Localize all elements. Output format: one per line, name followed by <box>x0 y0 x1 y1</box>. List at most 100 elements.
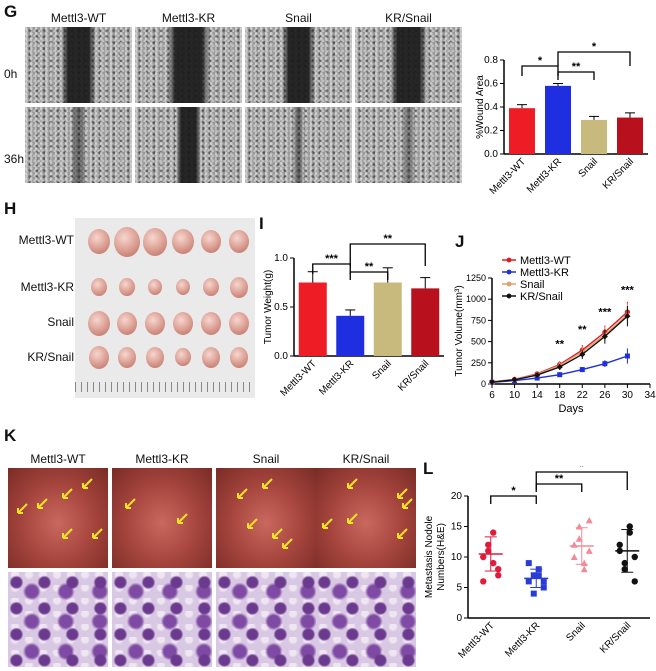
y-tick-label: 10 <box>451 552 463 563</box>
panel-label-i: I <box>259 214 264 233</box>
y-tick-label: 1250 <box>466 273 486 283</box>
x-tick-label: 6 <box>489 390 495 401</box>
bar <box>298 282 327 356</box>
arrow-icon <box>62 528 73 539</box>
arrow-icon <box>272 528 283 539</box>
x-tick-label: 26 <box>599 390 611 401</box>
data-point <box>540 584 547 591</box>
data-point <box>489 379 495 386</box>
y-axis-label: %Wound Area <box>475 75 486 139</box>
data-point <box>570 541 578 548</box>
arrow-icon <box>402 498 413 509</box>
data-point <box>490 559 497 567</box>
tumor-specimen <box>145 312 165 335</box>
category-label: Mettl3-WT <box>278 358 318 398</box>
data-point <box>480 578 487 585</box>
panel-label-l: L <box>423 459 434 478</box>
significance-label: ** <box>572 61 581 73</box>
data-point <box>485 541 492 548</box>
panel-label-k: K <box>4 426 17 445</box>
significance-label: * <box>580 466 585 473</box>
arrow-icon <box>397 528 408 539</box>
lung-photo <box>316 468 416 568</box>
category-label: Mettl3-KR <box>317 358 356 397</box>
tumor-specimen <box>201 230 221 253</box>
arrow-icon <box>262 478 273 489</box>
row-label-36h: 36h <box>4 152 25 166</box>
category-label: Snail <box>577 156 601 180</box>
he-stain-image <box>316 572 416 667</box>
arrow-icon <box>82 478 93 489</box>
category-label: Mettl3-KR <box>503 620 542 659</box>
x-tick-label: 18 <box>554 390 566 401</box>
y-axis-label: Metastasis Nodole <box>424 515 435 598</box>
row-label-kr-snail: KR/Snail <box>27 350 74 364</box>
arrow-icon <box>237 488 248 499</box>
data-point <box>495 572 502 579</box>
x-tick-label: 22 <box>577 390 589 401</box>
data-point <box>525 578 532 585</box>
column-header-wt: Mettl3-WT <box>50 11 107 25</box>
data-point <box>585 516 593 524</box>
data-point <box>579 367 585 373</box>
arrow-icon <box>247 518 258 529</box>
tumor-specimen <box>118 347 136 368</box>
y-tick-label: 0 <box>481 379 486 389</box>
tumor-specimen <box>91 278 107 297</box>
significance-label: * <box>538 55 543 67</box>
significance-label: ** <box>365 261 374 273</box>
tumor-specimen <box>201 312 221 335</box>
tumor-specimen <box>88 311 110 337</box>
wound-image <box>135 27 242 103</box>
y-tick-label: 0 <box>456 613 462 624</box>
significance-label: ** <box>383 233 392 245</box>
legend-marker <box>506 281 512 287</box>
he-stain-image <box>216 572 316 667</box>
column-header-kr-snail: KR/Snail <box>385 11 432 25</box>
y-tick-label: 1.0 <box>274 253 288 264</box>
arrow-icon <box>62 488 73 499</box>
category-label: KR/Snail <box>396 358 431 393</box>
data-point <box>621 566 628 573</box>
wound-image <box>355 107 462 183</box>
tumor-specimen <box>146 347 164 368</box>
y-tick-label: 20 <box>451 491 463 502</box>
row-label-wt: Mettl3-WT <box>18 233 74 247</box>
data-point <box>616 541 623 548</box>
data-point <box>626 529 633 536</box>
data-point <box>535 572 542 579</box>
bar <box>373 282 402 356</box>
y-axis-label: Tumor Weight(g) <box>263 270 274 344</box>
tumor-specimen <box>172 229 194 255</box>
tumor-specimen <box>148 279 162 296</box>
significance-bracket <box>312 263 351 274</box>
data-point <box>585 547 593 554</box>
tumor-specimen <box>117 312 137 335</box>
data-point <box>621 559 628 567</box>
lung-photo <box>8 468 108 568</box>
y-tick-label: 0.4 <box>484 102 498 113</box>
column-header-snail: Snail <box>252 452 280 466</box>
category-label: KR/Snail <box>598 620 633 655</box>
wound-image <box>25 107 132 183</box>
x-tick-label: 14 <box>532 390 544 401</box>
wound-image <box>355 27 462 103</box>
data-point <box>556 364 563 371</box>
arrow-icon <box>37 498 48 509</box>
arrow-icon <box>397 488 408 499</box>
data-point <box>624 353 630 359</box>
category-label: Mettl3-KR <box>525 156 564 195</box>
significance-label: *** <box>598 306 612 318</box>
panel-label-h: H <box>4 199 17 218</box>
y-tick-label: 250 <box>471 358 486 368</box>
category-label: Mettl3-WT <box>456 620 496 660</box>
data-point <box>490 529 497 536</box>
bar <box>545 85 571 154</box>
metastasis-arrows <box>17 478 413 549</box>
legend-marker <box>506 257 512 263</box>
arrow-icon <box>92 528 103 539</box>
significance-bracket <box>349 271 389 280</box>
data-point <box>602 361 608 367</box>
